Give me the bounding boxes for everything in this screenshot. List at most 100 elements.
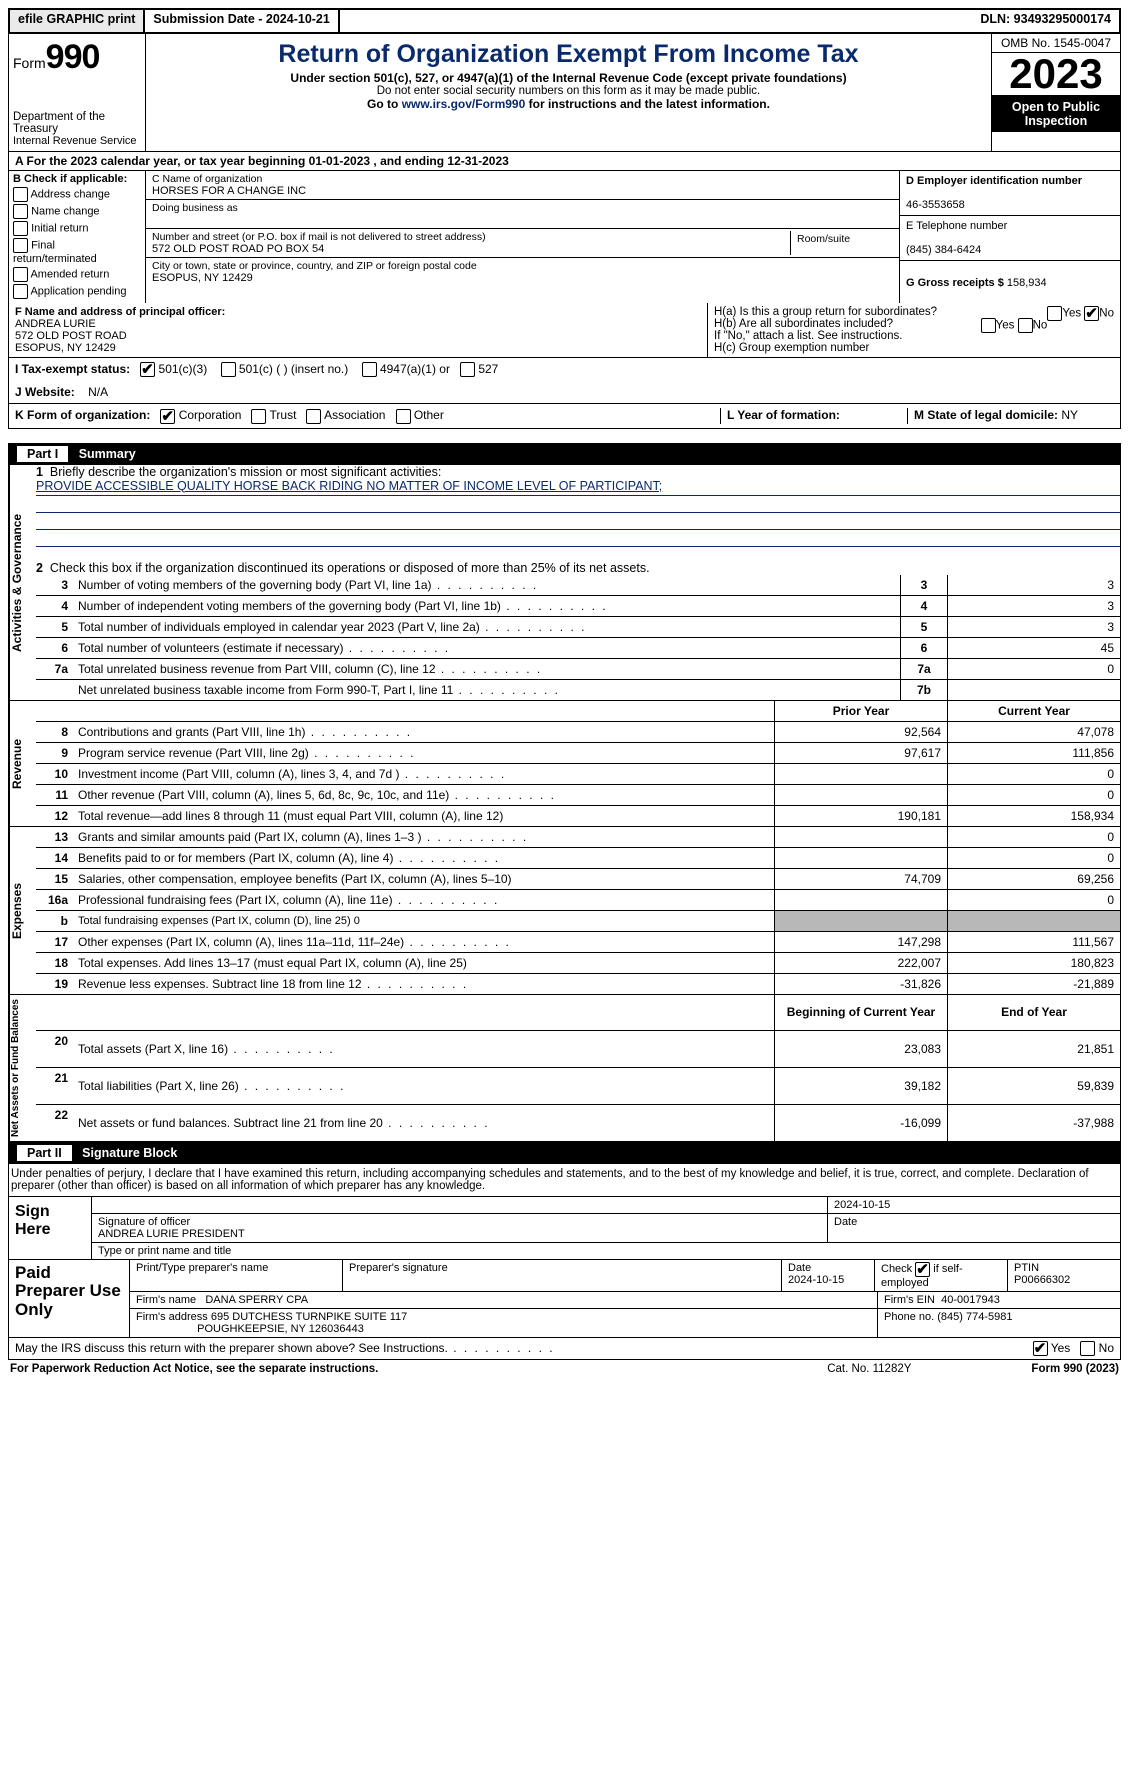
line-9: 9Program service revenue (Part VIII, lin… <box>36 742 1120 763</box>
revenue-table: Prior YearCurrent Year 8Contributions an… <box>36 701 1120 826</box>
l12-no: 12 <box>36 805 72 826</box>
sign-row-1: 2024-10-15 <box>92 1197 1120 1214</box>
check-501c3[interactable] <box>140 362 155 377</box>
l19-c: -21,889 <box>948 973 1121 994</box>
vert-expenses: Expenses <box>9 827 36 994</box>
hb-no-check[interactable] <box>1018 318 1033 333</box>
goto-post: for instructions and the latest informat… <box>525 97 770 111</box>
part2-num: Part II <box>17 1145 72 1161</box>
l10-txt: Investment income (Part VIII, column (A)… <box>72 763 775 784</box>
check-527[interactable] <box>460 362 475 377</box>
form-header: Form990 Department of the Treasury Inter… <box>8 34 1121 152</box>
l6-val: 45 <box>948 637 1121 658</box>
check-discontinued-label: Check this box if the organization disco… <box>50 561 650 575</box>
c-column: C Name of organization HORSES FOR A CHAN… <box>146 171 899 303</box>
phone-value: (845) 774-5981 <box>937 1311 1012 1323</box>
check-trust[interactable] <box>251 409 266 424</box>
penalty-statement: Under penalties of perjury, I declare th… <box>8 1164 1121 1197</box>
line-18: 18Total expenses. Add lines 13–17 (must … <box>36 952 1120 973</box>
init-lbl: Initial return <box>31 222 88 234</box>
firm-ein-label: Firm's EIN <box>884 1294 935 1306</box>
l8-p: 92,564 <box>775 721 948 742</box>
l16b-no: b <box>36 910 72 931</box>
mission-blank1 <box>36 496 1120 513</box>
date-label: Date <box>834 1216 857 1228</box>
ha-yes-check[interactable] <box>1047 306 1062 321</box>
m-state: M State of legal domicile: NY <box>907 408 1114 423</box>
line-8: 8Contributions and grants (Part VIII, li… <box>36 721 1120 742</box>
discuss-yes-check[interactable] <box>1033 1341 1048 1356</box>
f-h-row: F Name and address of principal officer:… <box>8 303 1121 358</box>
l16b-c <box>948 910 1121 931</box>
gross-cell: G Gross receipts $ 158,934 <box>900 261 1120 293</box>
l17-txt: Other expenses (Part IX, column (A), lin… <box>72 931 775 952</box>
l3-no: 3 <box>36 575 72 596</box>
activities-governance-block: Activities & Governance 1 Briefly descri… <box>8 465 1121 700</box>
b-header: B Check if applicable: <box>13 173 127 185</box>
form-number: Form990 <box>13 38 141 77</box>
check-amended-return[interactable]: Amended return <box>13 267 141 282</box>
website-value: N/A <box>88 385 108 399</box>
header-left: Form990 Department of the Treasury Inter… <box>9 34 146 151</box>
tel-value: (845) 384-6424 <box>906 244 981 256</box>
l13-p <box>775 827 948 848</box>
check-self-employed[interactable] <box>915 1262 930 1277</box>
type-print-label: Type or print name and title <box>98 1245 231 1257</box>
l4-no: 4 <box>36 595 72 616</box>
check-application-pending[interactable]: Application pending <box>13 284 141 299</box>
l8-txt: Contributions and grants (Part VIII, lin… <box>72 721 775 742</box>
l18-no: 18 <box>36 952 72 973</box>
check-name-change[interactable]: Name change <box>13 204 141 219</box>
l4-val: 3 <box>948 595 1121 616</box>
l5-val: 3 <box>948 616 1121 637</box>
amend-lbl: Amended return <box>30 268 109 280</box>
line-7a: 7aTotal unrelated business revenue from … <box>36 658 1120 679</box>
check-corp[interactable] <box>160 409 175 424</box>
trust-lbl: Trust <box>270 408 297 422</box>
phone-label: Phone no. <box>884 1311 937 1323</box>
l12-txt: Total revenue—add lines 8 through 11 (mu… <box>72 805 775 826</box>
mission-label: Briefly describe the organization's miss… <box>50 465 441 479</box>
l11-p <box>775 784 948 805</box>
l22-c: -37,988 <box>948 1105 1121 1141</box>
h-block: H(a) Is this a group return for subordin… <box>708 303 1120 357</box>
no-lbl2: No <box>1033 320 1048 332</box>
check-4947[interactable] <box>362 362 377 377</box>
check-other[interactable] <box>396 409 411 424</box>
ein-label: D Employer identification number <box>906 175 1082 187</box>
row-a-tax-year: A For the 2023 calendar year, or tax yea… <box>8 152 1121 171</box>
line-17: 17Other expenses (Part IX, column (A), l… <box>36 931 1120 952</box>
sign-date: 2024-10-15 <box>834 1199 890 1211</box>
hb-yes-check[interactable] <box>981 318 996 333</box>
tel-cell: E Telephone number (845) 384-6424 <box>900 216 1120 261</box>
check-assoc[interactable] <box>306 409 321 424</box>
revenue-block: Revenue Prior YearCurrent Year 8Contribu… <box>8 700 1121 826</box>
l22-no: 22 <box>36 1105 72 1141</box>
goto-pre: Go to <box>367 97 402 111</box>
discuss-no-check[interactable] <box>1080 1341 1095 1356</box>
line-11: 11Other revenue (Part VIII, column (A), … <box>36 784 1120 805</box>
check-final-return[interactable]: Final return/terminated <box>13 238 141 265</box>
subtitle-1: Under section 501(c), 527, or 4947(a)(1)… <box>154 71 983 85</box>
l-year-formation: L Year of formation: <box>720 408 907 423</box>
assoc-lbl: Association <box>324 408 385 422</box>
dept-treasury: Department of the Treasury <box>13 111 141 135</box>
irs-link[interactable]: www.irs.gov/Form990 <box>402 97 526 111</box>
l7a-no: 7a <box>36 658 72 679</box>
ptin-value: P00666302 <box>1014 1274 1070 1286</box>
check-501c[interactable] <box>221 362 236 377</box>
efile-print-button[interactable]: efile GRAPHIC print <box>10 10 145 32</box>
yes-lbl2: Yes <box>996 320 1015 332</box>
check-address-change[interactable]: Address change <box>13 187 141 202</box>
l10-c: 0 <box>948 763 1121 784</box>
check-initial-return[interactable]: Initial return <box>13 221 141 236</box>
mission-blank3 <box>36 530 1120 547</box>
rev-hdr: Prior YearCurrent Year <box>36 701 1120 722</box>
dba-label: Doing business as <box>152 202 893 214</box>
ha-no-check[interactable] <box>1084 306 1099 321</box>
vert-revenue: Revenue <box>9 701 36 826</box>
vert-net-assets: Net Assets or Fund Balances <box>9 995 36 1141</box>
expenses-block: Expenses 13Grants and similar amounts pa… <box>8 826 1121 994</box>
line-13: 13Grants and similar amounts paid (Part … <box>36 827 1120 848</box>
hc-row: H(c) Group exemption number <box>714 342 1114 354</box>
